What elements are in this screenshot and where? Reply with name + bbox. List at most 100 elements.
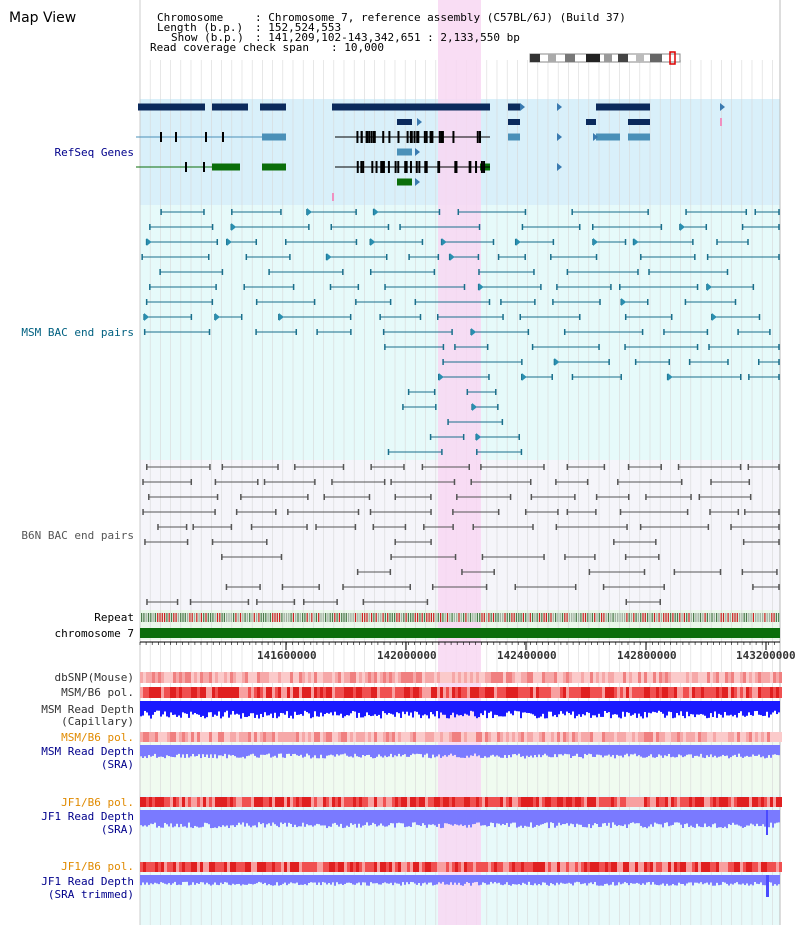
repeat-block	[522, 613, 524, 622]
jf1-depth-trimmed-bar	[660, 875, 662, 885]
msm-depth-capillary-bar	[552, 701, 554, 717]
msm-pol-heatmap-cell	[407, 687, 410, 698]
jf1-depth-trimmed-bar	[772, 875, 774, 886]
msm-depth-sra-bar	[580, 745, 582, 758]
dbsnp-heatmap-cell	[188, 672, 191, 683]
repeat-block	[607, 613, 610, 622]
refseq-genes-track[interactable]	[136, 103, 725, 201]
dbsnp-heatmap-cell	[332, 672, 335, 683]
msm-depth-sra-bar	[760, 745, 762, 758]
jf1-depth-sra-bar	[676, 810, 678, 823]
jf1-pol2-heatmap-cell	[374, 862, 377, 872]
msm-pol-heatmap-cell	[548, 687, 551, 698]
jf1-pol-heatmap-cell	[281, 797, 284, 807]
jf1-pol2-heatmap-cell	[146, 862, 149, 872]
coverage-key: Read coverage check span	[150, 41, 309, 54]
msm-pol2-heatmap-cell	[716, 732, 719, 742]
dbsnp-heatmap-cell	[278, 672, 281, 683]
jf1-depth-trimmed-bar	[762, 875, 764, 886]
jf1-depth-trimmed-bar	[546, 875, 548, 885]
jf1-pol-heatmap-cell	[536, 797, 539, 807]
msm-depth-sra-bar	[302, 745, 304, 758]
jf1-depth-sra-bar	[218, 810, 220, 827]
chromosome-ideogram[interactable]	[529, 51, 681, 65]
jf1-depth-sra-bar	[244, 810, 246, 827]
jf1-pol-heatmap-cell	[338, 797, 341, 807]
jf1-depth-trimmed-bar	[454, 875, 456, 883]
jf1-depth-sra-bar	[490, 810, 492, 823]
msm-pol-heatmap-cell	[287, 687, 290, 698]
msm-depth-capillary-bar	[612, 701, 614, 715]
msm-depth-sra-bar	[600, 745, 602, 756]
msm-depth-capillary-bar	[306, 701, 308, 713]
msm-depth-sra-bar	[268, 745, 270, 754]
jf1-depth-sra-bar	[432, 810, 434, 825]
jf1-depth-trimmed-bar	[254, 875, 256, 884]
jf1-depth-sra-bar	[702, 810, 704, 828]
dbsnp-heatmap-cell	[719, 672, 722, 683]
jf1-pol-heatmap-cell	[209, 797, 212, 807]
jf1-pol2-heatmap-cell	[314, 862, 317, 872]
msm-depth-sra-bar	[626, 745, 628, 754]
jf1-depth-sra-bar	[320, 810, 322, 826]
jf1-depth-sra-bar	[182, 810, 184, 827]
repeat-block	[246, 613, 248, 622]
msm-depth-sra-bar	[182, 745, 184, 755]
msm-depth-sra-bar	[468, 745, 470, 758]
msm-depth-sra-bar	[586, 745, 588, 756]
msm-pol2-heatmap-cell	[725, 732, 728, 742]
dbsnp-heatmap-cell	[281, 672, 284, 683]
repeat-block	[594, 613, 596, 622]
msm-depth-capillary-bar	[180, 701, 182, 718]
gene-exon	[356, 131, 359, 143]
repeat-block	[490, 613, 492, 622]
jf1-depth-sra-bar	[622, 810, 624, 827]
jf1-pol-heatmap-cell	[176, 797, 179, 807]
jf1-depth-sra-bar	[548, 810, 550, 829]
msm-depth-capillary-bar	[772, 701, 774, 713]
jf1-depth-sra-bar	[494, 810, 496, 828]
jf1-pol2-heatmap-cell	[539, 862, 542, 872]
jf1-depth-sra-bar	[660, 810, 662, 825]
msm-depth-sra-bar	[368, 745, 370, 755]
msm-depth-sra-bar	[726, 745, 728, 756]
msm-pol-heatmap-cell	[665, 687, 668, 698]
msm-pol2-heatmap-cell	[713, 732, 716, 742]
msm-pol-heatmap-cell	[641, 687, 644, 698]
track-label-b6n-bac[interactable]: B6N BAC end pairs	[21, 529, 134, 542]
jf1-pol2-heatmap-cell	[422, 862, 425, 872]
track-label-refseq[interactable]: RefSeq Genes	[54, 146, 134, 159]
msm-depth-sra-bar	[270, 745, 272, 758]
jf1-depth-sra-bar	[274, 810, 276, 825]
msm-depth-sra-bar	[230, 745, 232, 756]
msm-depth-capillary-bar	[352, 701, 354, 711]
jf1-pol2-heatmap-cell	[596, 862, 599, 872]
bac-arrow	[226, 238, 232, 246]
repeat-block	[748, 613, 750, 622]
msm-pol-heatmap-cell	[488, 687, 491, 698]
msm-depth-sra-bar	[706, 745, 708, 756]
b6n-bac-track[interactable]	[142, 464, 780, 605]
msm-pol2-heatmap-cell	[602, 732, 605, 742]
jf1-pol2-heatmap-cell	[743, 862, 746, 872]
gene-exon	[425, 131, 428, 143]
msm-bac-track[interactable]	[141, 208, 780, 455]
msm-depth-sra-bar	[300, 745, 302, 755]
repeat-block	[315, 613, 317, 622]
jf1-depth-sra-bar	[364, 810, 366, 825]
jf1-depth-trimmed-bar	[556, 875, 558, 883]
msm-depth-sra-bar	[690, 745, 692, 755]
repeat-block	[375, 613, 377, 622]
msm-depth-capillary-bar	[558, 701, 560, 715]
jf1-pol2-heatmap-cell	[356, 862, 359, 872]
track-label-msm-bac[interactable]: MSM BAC end pairs	[21, 326, 134, 339]
jf1-pol-heatmap-cell	[647, 797, 650, 807]
jf1-pol2-heatmap-cell	[350, 862, 353, 872]
jf1-pol-heatmap-cell	[185, 797, 188, 807]
jf1-pol-heatmap-cell	[299, 797, 302, 807]
msm-pol2-heatmap-cell	[569, 732, 572, 742]
jf1-pol-heatmap-cell	[491, 797, 494, 807]
repeat-block	[518, 613, 520, 622]
jf1-pol-heatmap-cell	[689, 797, 692, 807]
msm-pol-heatmap-cell	[506, 687, 509, 698]
